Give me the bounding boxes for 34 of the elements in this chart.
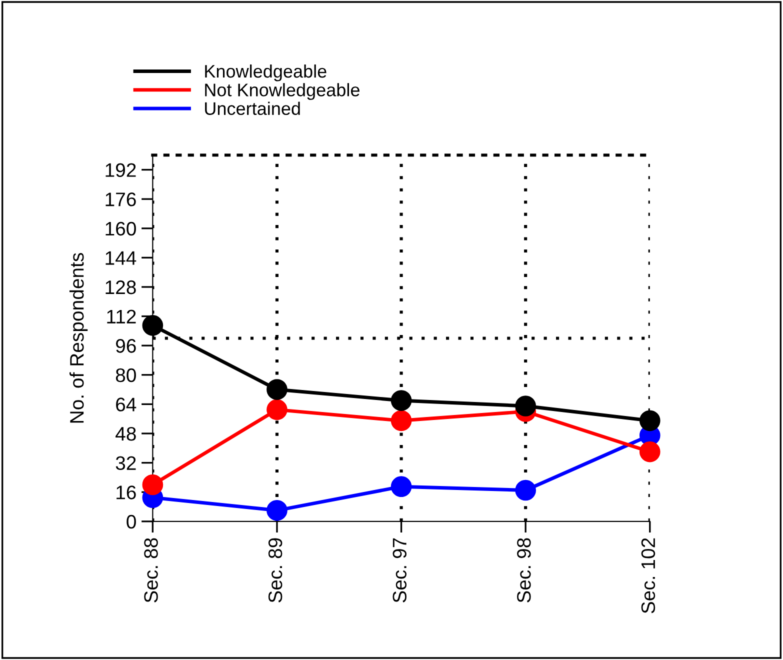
point xyxy=(142,474,164,496)
legend-label: Not Knowledgeable xyxy=(205,83,360,100)
point xyxy=(390,390,412,411)
y-tick-label: 48 xyxy=(116,426,136,441)
x-tick-label: Sec. 97 xyxy=(392,538,407,602)
y-axis-title: No. of Respondents xyxy=(69,253,88,423)
point xyxy=(390,476,412,498)
x-tick-label: Sec. 88 xyxy=(144,538,158,602)
point xyxy=(390,410,412,432)
legend-label: Knowledgeable xyxy=(205,64,326,82)
point xyxy=(266,399,288,420)
y-tick-label: 176 xyxy=(106,192,136,206)
x-tick-label: Sec. 102 xyxy=(641,538,656,614)
y-tick-label: 112 xyxy=(107,310,136,324)
point xyxy=(639,410,660,432)
y-tick-label: 80 xyxy=(116,368,136,382)
y-tick-label: 64 xyxy=(116,398,136,412)
y-tick-label: 192 xyxy=(106,163,136,177)
point xyxy=(266,500,288,521)
legend-label: Uncertained xyxy=(205,102,300,116)
x-tick-label: Sec. 98 xyxy=(517,538,531,602)
y-tick-label: 96 xyxy=(116,339,136,353)
y-tick-label: 160 xyxy=(106,222,136,236)
point xyxy=(639,441,660,462)
y-tick-label: 32 xyxy=(116,456,136,470)
x-tick-label: Sec. 89 xyxy=(268,538,282,602)
y-tick-label: 16 xyxy=(116,486,136,500)
point xyxy=(266,379,288,400)
y-tick-label: 144 xyxy=(106,251,136,265)
point xyxy=(515,396,536,416)
point xyxy=(515,480,536,501)
y-tick-label: 128 xyxy=(106,280,136,294)
point xyxy=(142,315,164,336)
y-tick-label: 0 xyxy=(126,514,136,529)
